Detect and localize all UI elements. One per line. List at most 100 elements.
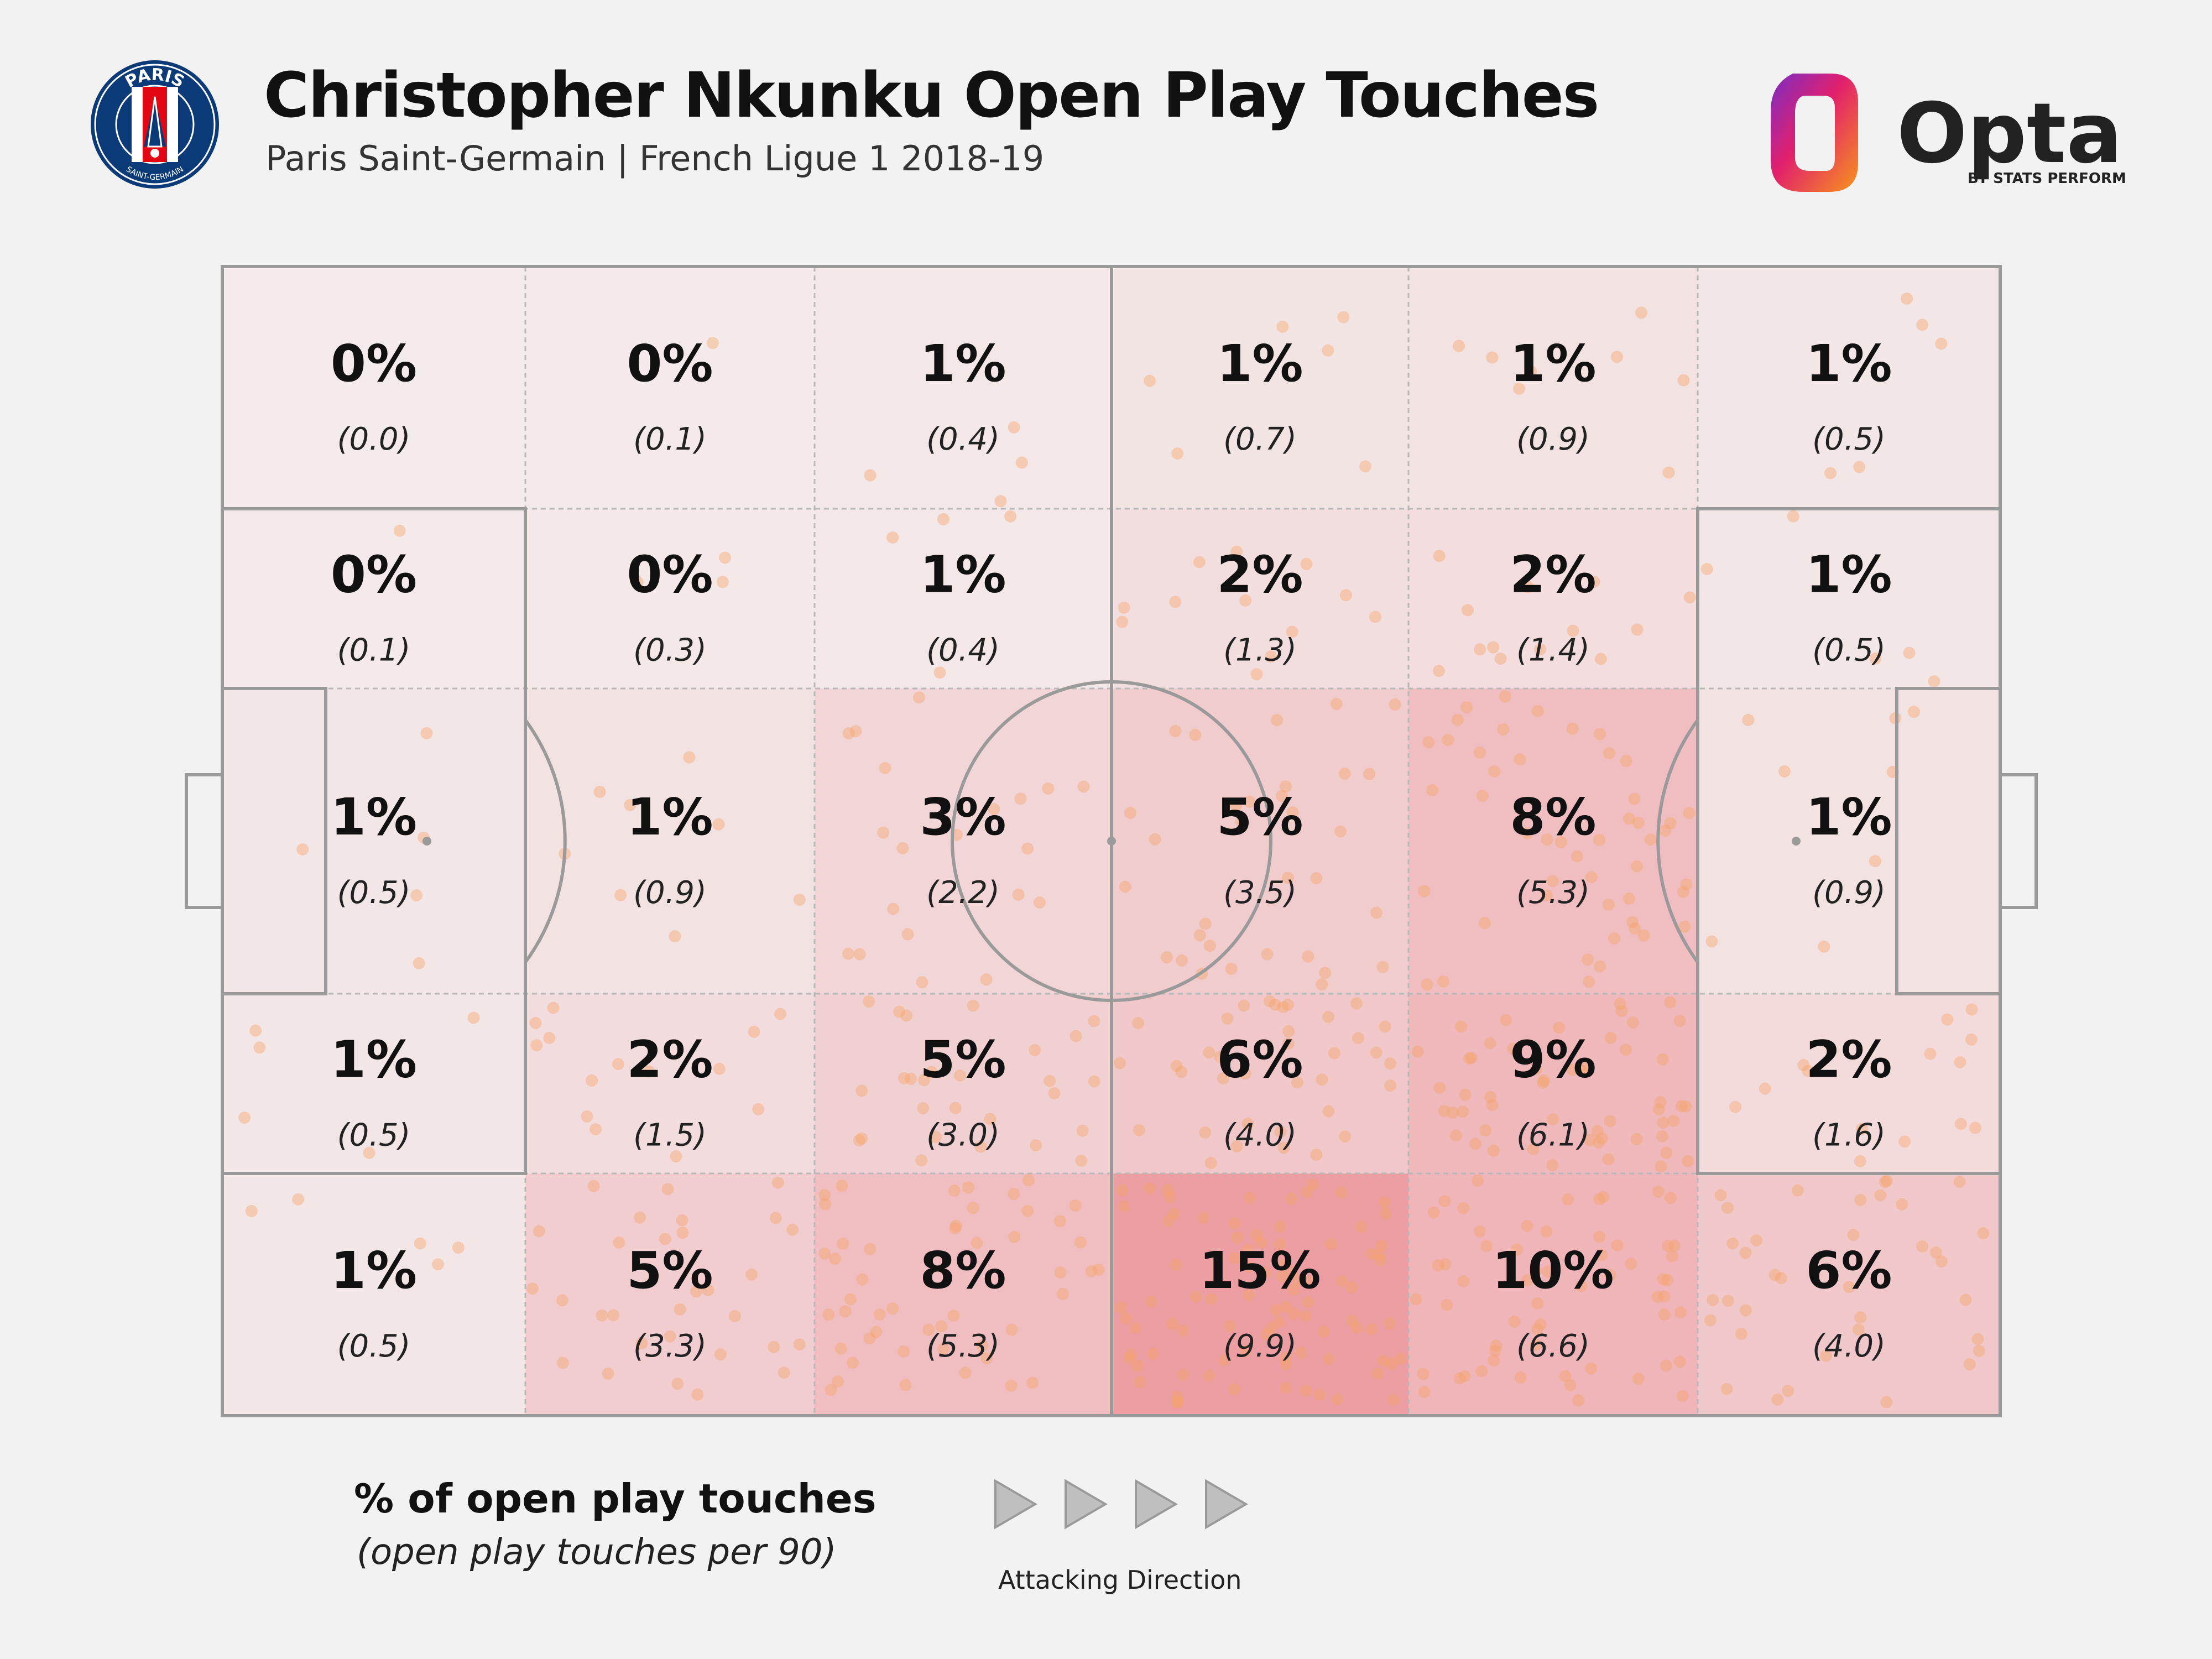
touch-dot <box>1439 1258 1452 1271</box>
touch-dot <box>1282 998 1294 1011</box>
touch-dot <box>1941 1013 1954 1026</box>
heatmap-cell <box>222 1173 525 1416</box>
triangle-arrow-icon <box>994 1479 1037 1530</box>
touch-dot <box>1585 1362 1598 1375</box>
touch-dot <box>1507 1042 1520 1055</box>
touch-dot <box>1546 875 1559 888</box>
touch-dot <box>1379 1207 1392 1220</box>
cell-percentage-label: 1% <box>331 787 417 847</box>
touch-dot <box>1301 1186 1313 1198</box>
touch-dot <box>1230 545 1243 558</box>
centre-circle <box>951 680 1272 1002</box>
cell-per90-label: (1.4) <box>1516 633 1590 669</box>
cell-percentage-label: 1% <box>1217 334 1303 393</box>
touch-dot <box>634 1211 646 1224</box>
cell-per90-label: (1.3) <box>1223 633 1297 669</box>
touch-dot <box>922 1323 935 1336</box>
touch-dot <box>1161 1183 1174 1196</box>
touch-dot <box>1664 817 1677 830</box>
touch-dot <box>1775 1272 1787 1285</box>
cell-per90-label: (3.0) <box>926 1118 1000 1154</box>
touch-dot <box>896 842 909 854</box>
touch-dot <box>1034 896 1046 909</box>
touch-dot <box>245 1204 258 1217</box>
touch-dot <box>1175 1066 1188 1078</box>
cell-percentage-label: 2% <box>1217 545 1303 604</box>
touch-dot <box>530 1039 543 1052</box>
touch-dot <box>1662 466 1675 479</box>
touch-dot <box>1286 1265 1298 1278</box>
touch-dot <box>1824 467 1837 479</box>
touch-dot <box>933 666 946 679</box>
touch-dot <box>1116 615 1129 628</box>
touch-dot <box>1417 1368 1430 1380</box>
touch-dot <box>1856 1123 1868 1135</box>
touch-dot <box>593 785 606 798</box>
cell-per90-label: (1.5) <box>633 1118 707 1154</box>
heatmap-cell <box>525 267 815 509</box>
touch-dot <box>1442 734 1454 746</box>
cell-per90-label: (1.6) <box>1812 1118 1886 1154</box>
touch-dot <box>1328 1047 1340 1060</box>
touch-dot <box>1977 1227 1990 1240</box>
touch-dot <box>1626 916 1639 928</box>
touch-dot <box>1231 1231 1244 1244</box>
touch-dot <box>1611 1239 1624 1252</box>
touch-dot <box>1147 1347 1160 1360</box>
touch-dot <box>1582 953 1594 966</box>
touch-dot <box>1739 1246 1752 1259</box>
touch-dot <box>1029 1044 1041 1056</box>
touch-dot <box>748 1025 760 1038</box>
touch-dot <box>1338 768 1351 780</box>
touch-dot <box>1623 812 1635 825</box>
touch-dot <box>971 1237 983 1249</box>
touch-dot <box>1276 1270 1289 1283</box>
left-penalty-arc <box>524 719 567 963</box>
cell-percentage-label: 1% <box>627 787 713 847</box>
touch-dot <box>1898 1135 1911 1148</box>
touch-dot <box>822 1308 835 1321</box>
touch-dot <box>1228 1217 1241 1229</box>
touch-dot <box>1534 643 1547 656</box>
touch-dot <box>967 1202 979 1214</box>
touch-dot <box>1721 1202 1734 1214</box>
touch-dot <box>1673 1015 1686 1027</box>
touch-dot <box>1854 1311 1867 1324</box>
touch-dot <box>1750 1234 1763 1246</box>
touch-dot <box>690 1285 703 1298</box>
touch-dot <box>1667 1114 1680 1127</box>
touch-dot <box>917 1074 930 1087</box>
heatmap-cell <box>1408 267 1698 509</box>
touch-dot <box>1683 591 1696 604</box>
touch-dot <box>1475 1365 1488 1378</box>
touch-dot <box>1426 784 1439 796</box>
touch-dot <box>1331 1393 1344 1406</box>
touch-dot <box>602 1367 614 1380</box>
touch-dot <box>1123 1352 1135 1364</box>
touch-dot <box>949 1102 962 1114</box>
touch-dot <box>614 889 627 901</box>
touch-dot <box>589 1123 602 1135</box>
cell-percentage-label: 6% <box>1806 1241 1892 1300</box>
touch-dot <box>1585 871 1598 884</box>
touch-dot <box>1680 878 1693 891</box>
touch-dot <box>1340 589 1353 602</box>
touch-dot <box>1965 1003 1978 1016</box>
touch-dot <box>1114 1057 1126 1070</box>
touch-dot <box>1969 1121 1981 1134</box>
touch-dot <box>1583 975 1595 988</box>
touch-dot <box>844 1293 857 1306</box>
touch-dot <box>1346 1314 1359 1327</box>
touch-dot <box>1203 1046 1215 1059</box>
touch-dot <box>1144 1182 1156 1194</box>
touch-dot <box>1591 1125 1604 1138</box>
touch-dot <box>702 1284 714 1296</box>
touch-dot <box>713 1062 726 1075</box>
touch-dot <box>1929 1246 1942 1259</box>
touch-dot <box>533 1225 545 1238</box>
touch-dot <box>1313 1389 1326 1401</box>
touch-dot <box>1277 1001 1289 1014</box>
touch-dot <box>1594 653 1607 665</box>
touch-dot <box>556 1357 569 1369</box>
touch-dot <box>1133 1124 1145 1136</box>
